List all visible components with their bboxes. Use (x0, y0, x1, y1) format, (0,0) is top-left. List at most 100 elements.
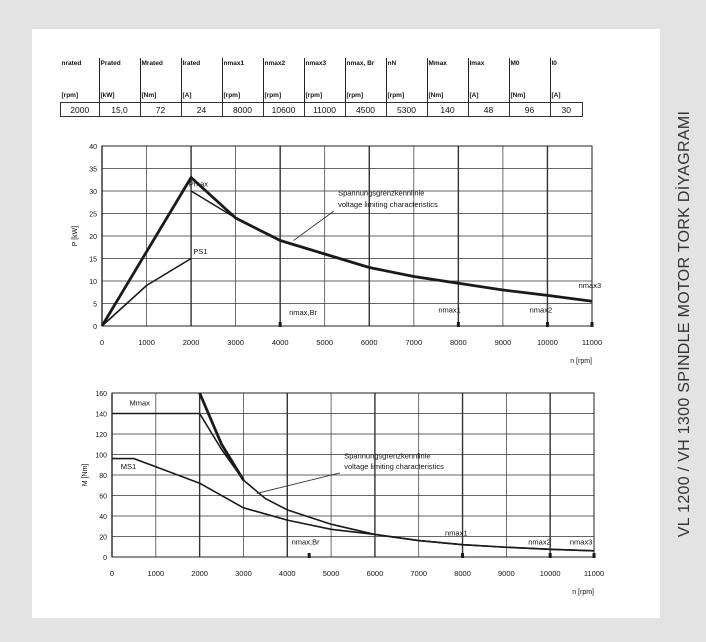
y-tick-label: 30 (89, 189, 97, 196)
spec-header: Prated (98, 58, 140, 90)
plot-frame (111, 392, 595, 558)
spec-unit: [rpm] (262, 90, 304, 103)
x-axis-label: n [rpm] (572, 589, 594, 596)
nmax-marker (548, 553, 552, 558)
annotation-leader (256, 472, 340, 494)
annotation-label: nmax1 (438, 306, 461, 315)
spec-unit: [rpm] (303, 90, 345, 103)
x-tick-label: 10000 (540, 569, 561, 578)
x-tick-label: 7000 (410, 569, 427, 578)
diagram-card (32, 29, 660, 618)
y-tick-label: 20 (99, 535, 107, 542)
x-tick-label: 8000 (450, 338, 467, 347)
spec-values-row: 2000 15,0 72 24 8000 10600 11000 4500 53… (60, 102, 583, 117)
spec-unit: [rpm] (385, 90, 427, 103)
nmax-marker (545, 322, 549, 327)
spec-header: Mmax (426, 58, 468, 90)
y-axis-label: P [kW] (72, 226, 79, 247)
annotation-label: nmax2 (530, 306, 553, 315)
y-tick-label: 40 (89, 144, 97, 151)
plot-frame (101, 145, 593, 327)
spec-unit: [A] (549, 90, 583, 103)
y-tick-label: 0 (93, 324, 97, 331)
spec-header: Imax (467, 58, 509, 90)
spec-unit: [A] (180, 90, 222, 103)
x-tick-label: 8000 (454, 569, 471, 578)
series-line (198, 392, 245, 481)
y-tick-label: 160 (95, 391, 107, 398)
series-line (101, 257, 192, 327)
x-tick-label: 10000 (537, 338, 558, 347)
annotation-label: Spannungsgrenzkennlinie (338, 189, 424, 198)
spec-header: nmax2 (262, 58, 304, 90)
spec-unit: [kW] (98, 90, 140, 103)
y-tick-label: 60 (99, 494, 107, 501)
spec-unit: [Nm] (426, 90, 468, 103)
nmax-marker (278, 322, 282, 327)
nmax-marker (592, 553, 596, 558)
annotation-label: voltage limiting characteristics (344, 462, 444, 471)
x-tick-label: 7000 (405, 338, 422, 347)
y-tick-label: 80 (99, 473, 107, 480)
spec-header: M0 (508, 58, 550, 90)
spec-header: I0 (549, 58, 583, 90)
series-line (112, 457, 595, 552)
annotation-label: Mmax (130, 398, 151, 407)
spec-value: 4500 (344, 102, 387, 117)
annotation-label: nmax1 (445, 528, 468, 537)
x-tick-label: 5000 (316, 338, 333, 347)
y-tick-label: 0 (103, 555, 107, 562)
nmax-marker (590, 322, 594, 327)
spec-table: nrated Prated Mrated Irated nmax1 nmax2 … (60, 58, 583, 117)
spec-header: nmax, Br (344, 58, 386, 90)
spec-value: 72 (139, 102, 182, 117)
spec-header-row: nrated Prated Mrated Irated nmax1 nmax2 … (61, 58, 583, 90)
annotation-label: nmax,Br (289, 308, 317, 317)
y-tick-label: 140 (95, 412, 107, 419)
x-tick-label: 3000 (235, 569, 252, 578)
spec-header: nrated (61, 60, 82, 67)
spec-value: 30 (549, 102, 583, 117)
nmax-marker (456, 322, 460, 327)
x-tick-label: 4000 (279, 569, 296, 578)
spec-unit: [rpm] (61, 92, 79, 99)
x-tick-label: 0 (100, 338, 104, 347)
x-tick-label: 9000 (498, 569, 515, 578)
x-tick-label: 2000 (191, 569, 208, 578)
annotation-label: nmax2 (528, 538, 551, 547)
y-tick-label: 40 (99, 514, 107, 521)
spec-unit: [Nm] (508, 90, 550, 103)
spec-header: Mrated (139, 58, 181, 90)
annotation-label: PS1 (193, 247, 207, 256)
x-tick-label: 6000 (367, 569, 384, 578)
y-tick-label: 5 (93, 302, 97, 309)
spec-unit: [rpm] (221, 90, 263, 103)
x-tick-label: 1000 (138, 338, 155, 347)
x-tick-label: 11000 (582, 338, 602, 347)
y-tick-label: 15 (89, 257, 97, 264)
x-tick-label: 11000 (584, 569, 604, 578)
x-tick-label: 0 (110, 569, 114, 578)
annotation-label: Pmax (189, 180, 208, 189)
x-tick-label: 2000 (183, 338, 200, 347)
annotation-label: nmax3 (579, 281, 602, 290)
y-tick-label: 10 (89, 279, 97, 286)
x-axis-label: n [rpm] (570, 358, 592, 365)
spec-header: nmax3 (303, 58, 345, 90)
x-tick-label: 5000 (323, 569, 340, 578)
annotation-label: nmax,Br (292, 538, 320, 547)
spec-value: 2000 (60, 102, 100, 117)
y-tick-label: 25 (89, 212, 97, 219)
y-tick-label: 20 (89, 234, 97, 241)
nmax-marker (461, 553, 465, 558)
x-tick-label: 6000 (361, 338, 378, 347)
series-line (190, 190, 593, 302)
spec-units-row: [rpm] [kW] [Nm] [A] [rpm] [rpm] [rpm] [r… (61, 90, 583, 103)
annotation-label: nmax3 (570, 538, 593, 547)
x-tick-label: 3000 (227, 338, 244, 347)
spec-value: 8000 (221, 102, 264, 117)
y-tick-label: 100 (95, 453, 107, 460)
nmax-marker (307, 553, 311, 558)
x-tick-label: 9000 (495, 338, 512, 347)
y-tick-label: 120 (95, 432, 107, 439)
